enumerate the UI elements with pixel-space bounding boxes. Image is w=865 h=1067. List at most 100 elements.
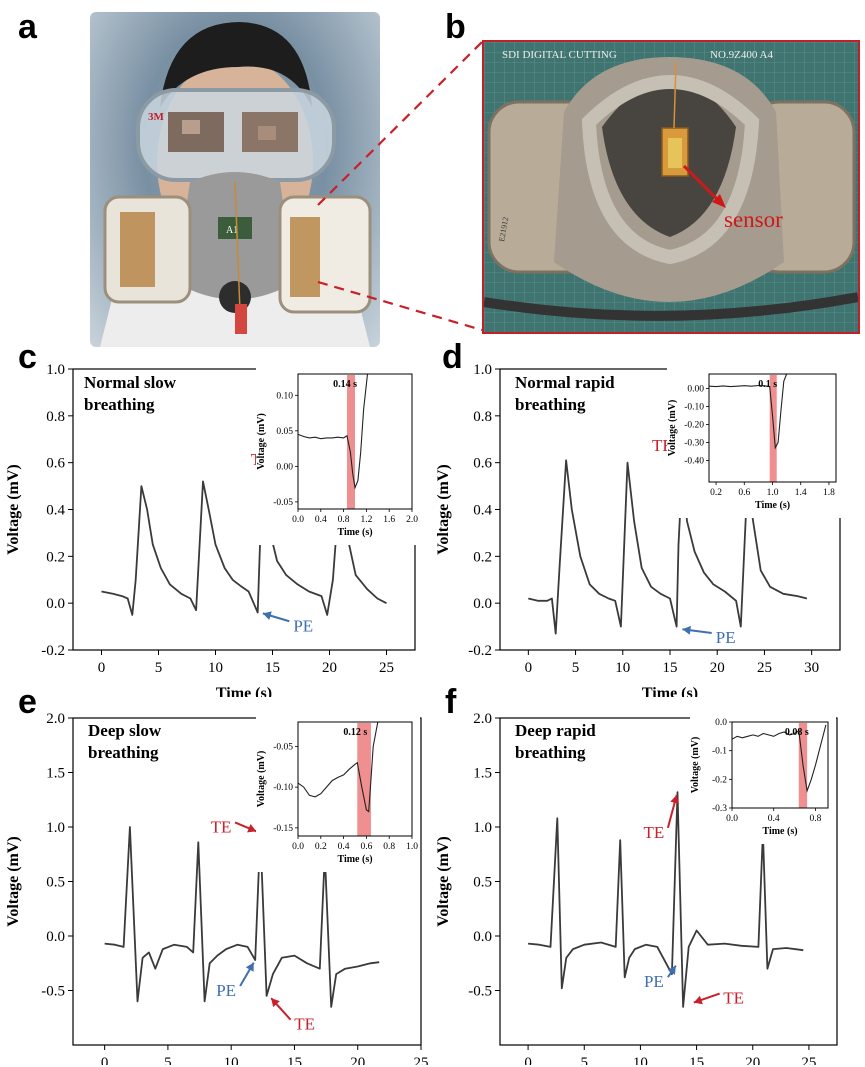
inset-x-tick-label-c: 2.0 (406, 515, 418, 525)
chart-d-normal-rapid-breathing: 0 5 10 15 20 25 30 -0.2 0.0 0.2 0.4 0.6 0.8 1.0 Time (… (435, 362, 844, 697)
y-axis-label-d: Voltage (mV) (435, 464, 452, 555)
series-line-f (528, 791, 804, 1008)
y-tick-label-f: 2.0 (473, 711, 492, 727)
annotation-arrowhead-e-2 (271, 998, 280, 1008)
inset-background-d (667, 368, 844, 518)
photo-a-illustration: 3M A1 (100, 22, 372, 347)
inset-y-tick-label-d: -0.20 (684, 420, 704, 430)
inset-y-axis-label-c: Voltage (mV) (256, 413, 267, 470)
inset-y-tick-label-d: -0.30 (684, 438, 704, 448)
x-tick-label-c: 15 (265, 660, 280, 676)
x-tick-label-d: 30 (804, 660, 819, 676)
inset-duration-label-d: 0.1 s (758, 379, 777, 390)
y-tick-label-c: 0.8 (46, 409, 65, 425)
y-tick-label-d: 0.6 (473, 456, 492, 472)
connector-line-bottom (317, 280, 483, 332)
inset-y-tick-label-d: -0.10 (684, 402, 704, 412)
y-tick-label-f: 0.0 (473, 929, 492, 945)
panel-letter-d: d (442, 338, 463, 376)
annotation-arrowhead-c-1 (262, 611, 272, 620)
inset-series-line-e (297, 721, 379, 813)
inset-x-tick-label-f: 0.4 (768, 814, 780, 824)
x-tick-label-e: 5 (164, 1055, 172, 1065)
chart-title-d: breathing (515, 395, 586, 414)
inset-x-tick-label-c: 0.4 (315, 515, 327, 525)
x-axis-label-c: Time (s) (216, 685, 272, 697)
x-tick-label-d: 5 (572, 660, 580, 676)
photo-b-illustration: SDI DIGITAL CUTTING NO.9Z400 A4 E21912 s… (484, 42, 858, 332)
chart-title-c: breathing (84, 395, 155, 414)
inset-y-tick-label-f: -0.3 (712, 804, 727, 814)
annotation-arrowhead-f-2 (693, 995, 703, 1005)
y-tick-label-e: 1.0 (46, 820, 65, 836)
inset-duration-label-f: 0.08 s (785, 727, 809, 738)
inset-y-tick-label-e: -0.05 (273, 742, 293, 752)
cutting-mat-code: NO.9Z400 A4 (710, 49, 773, 61)
y-axis-label-e: Voltage (mV) (5, 836, 22, 927)
y-tick-label-c: 0.6 (46, 456, 65, 472)
y-axis-label-c: Voltage (mV) (5, 464, 22, 555)
annotation-arrowhead-e-0 (247, 824, 257, 833)
x-tick-label-c: 5 (155, 660, 163, 676)
inset-x-tick-label-c: 0.0 (292, 515, 304, 525)
inset-background-f (690, 716, 836, 844)
inset-x-axis-label-f: Time (s) (762, 826, 797, 837)
x-tick-label-e: 10 (224, 1055, 239, 1065)
inset-frame-f (731, 721, 829, 809)
inset-x-tick-label-d: 0.2 (710, 488, 722, 498)
x-tick-label-f: 25 (801, 1055, 816, 1065)
inset-series-line-d (708, 373, 788, 450)
x-axis-label-d: Time (s) (642, 685, 698, 697)
x-tick-label-d: 10 (615, 660, 630, 676)
panel-letter-c: c (18, 338, 37, 376)
inset-y-tick-label-f: -0.1 (712, 747, 727, 757)
chart-title-d: Normal rapid (515, 373, 615, 392)
inset-x-axis-label-e: Time (s) (337, 854, 372, 865)
inset-background-c (256, 368, 420, 545)
annotation-label-f-2: TE (723, 989, 744, 1008)
panel-letter-e: e (18, 683, 37, 721)
x-tick-label-e: 20 (350, 1055, 365, 1065)
y-tick-label-c: 0.4 (46, 503, 65, 519)
mask-label-patch (218, 217, 252, 239)
y-tick-label-c: 0.0 (46, 596, 65, 612)
inset-y-tick-label-f: 0.0 (715, 718, 727, 728)
annotation-arrowhead-f-0 (670, 795, 679, 804)
annotation-label-e-0: TE (211, 817, 232, 836)
inset-highlight-c (347, 375, 355, 509)
sensor-arrow (682, 164, 722, 204)
x-tick-label-f: 5 (581, 1055, 589, 1065)
inset-x-tick-label-d: 1.0 (767, 488, 779, 498)
inset-y-tick-label-c: 0.05 (276, 427, 293, 437)
inset-y-axis-label-d: Voltage (mV) (667, 400, 678, 457)
inset-frame-c (297, 373, 413, 510)
inset-y-tick-label-c: 0.10 (276, 391, 293, 401)
y-tick-label-d: 0.4 (473, 503, 492, 519)
inset-x-tick-label-e: 0.0 (292, 842, 304, 852)
connector-line-top (317, 41, 483, 206)
chart-title-c: Normal slow (84, 373, 177, 392)
inset-duration-label-e: 0.12 s (343, 727, 367, 738)
x-tick-label-c: 25 (379, 660, 394, 676)
x-tick-label-e: 25 (414, 1055, 429, 1065)
y-tick-label-d: 1.0 (473, 362, 492, 378)
chart-title-e: breathing (88, 743, 159, 762)
y-tick-label-c: 0.2 (46, 549, 65, 565)
x-tick-label-d: 20 (710, 660, 725, 676)
annotation-arrowhead-f-1 (667, 965, 676, 975)
y-tick-label-e: 1.5 (46, 766, 65, 782)
annotation-label-d-1: PE (716, 628, 736, 647)
x-tick-label-e: 15 (287, 1055, 302, 1065)
cartridge-label: A1 (226, 225, 238, 236)
inset-y-axis-label-f: Voltage (mV) (690, 737, 701, 794)
y-tick-label-d: 0.2 (473, 549, 492, 565)
annotation-arrowhead-d-1 (682, 625, 691, 635)
inset-y-tick-label-e: -0.10 (273, 783, 293, 793)
inset-y-tick-label-c: -0.05 (273, 498, 293, 508)
annotation-label-f-0: TE (644, 823, 665, 842)
inset-x-tick-label-c: 1.6 (383, 515, 395, 525)
y-tick-label-e: 2.0 (46, 711, 65, 727)
annotation-label-e-1: PE (216, 981, 236, 1000)
y-tick-label-d: -0.2 (468, 643, 492, 659)
